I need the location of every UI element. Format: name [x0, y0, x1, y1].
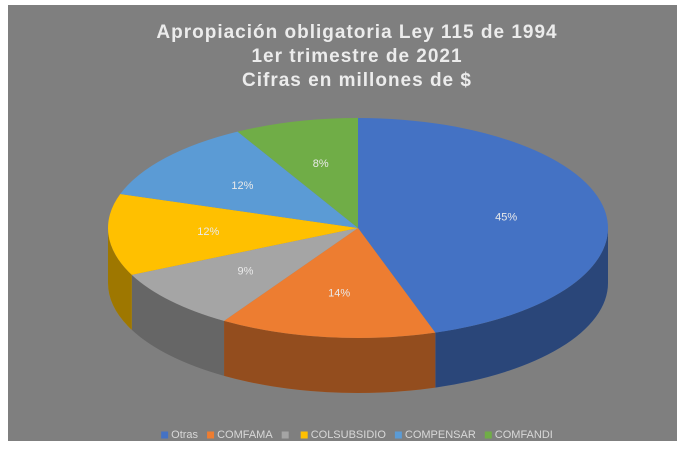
- pie-slice-side: [224, 320, 436, 393]
- legend-swatch: [281, 431, 289, 439]
- data-label: 14%: [328, 287, 350, 299]
- legend-label: COMPENSAR: [405, 429, 476, 441]
- data-label: 12%: [231, 180, 253, 192]
- pie-slice: [224, 228, 436, 338]
- legend: Otras COMFAMA COLSUBSIDIO COMPENSAR COMFANDI: [161, 429, 553, 441]
- data-label: 8%: [313, 158, 329, 170]
- pie-slice-side: [435, 228, 608, 388]
- chart-title: 1er trimestre de 2021: [251, 46, 462, 67]
- legend-swatch: [300, 431, 308, 439]
- pie-slice: [131, 228, 358, 321]
- legend-swatch: [207, 431, 215, 439]
- legend-swatch: [161, 431, 169, 439]
- pie-slice-side: [108, 228, 132, 330]
- legend-label: COMFAMA: [217, 429, 273, 441]
- legend-swatch: [394, 431, 402, 439]
- chart-title: Cifras en millones de $: [242, 70, 472, 91]
- data-label: 9%: [238, 266, 254, 278]
- side-shade: [108, 228, 132, 330]
- pie-slice-side: [131, 274, 225, 376]
- pie-slice: [358, 118, 608, 333]
- pie-slice: [237, 118, 358, 228]
- legend-label: Otras: [171, 429, 198, 441]
- pie-slice: [120, 131, 358, 228]
- pie-slice: [108, 194, 358, 275]
- side-shade: [224, 320, 436, 393]
- legend-label: COMFANDI: [495, 429, 553, 441]
- side-shade: [435, 228, 608, 388]
- data-label: 12%: [197, 226, 219, 238]
- side-shade: [131, 274, 225, 376]
- chart-title: Apropiación obligatoria Ley 115 de 1994: [156, 22, 557, 43]
- legend-swatch: [484, 431, 492, 439]
- legend-label: COLSUBSIDIO: [311, 429, 387, 441]
- data-label: 45%: [495, 212, 517, 224]
